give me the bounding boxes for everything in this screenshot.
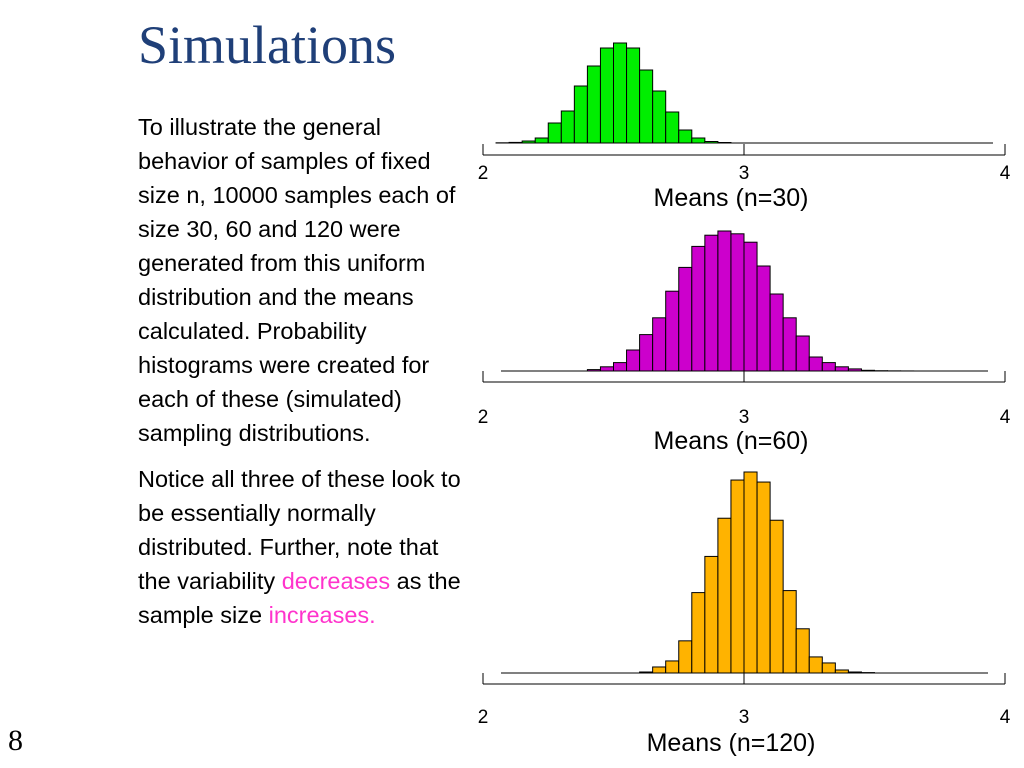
chart-2-x-label: Means (n=120) [647,729,816,757]
chart-1-bar [860,369,876,372]
chart-2-bar [678,640,693,674]
chart-0-bar [534,137,549,144]
chart-1-bar [756,265,771,372]
chart-1-bar [717,230,732,372]
chart-1-bar [743,241,758,372]
chart-0-bar [717,142,732,144]
paragraph-conclusion: Notice all three of these look to be ess… [138,462,468,632]
chart-0-bar [547,122,562,144]
chart-2-bar [743,471,758,674]
chart-1-tick-label: 4 [1000,407,1011,428]
chart-2-bar [717,517,732,674]
paragraph-intro: To illustrate the general behavior of sa… [138,114,456,446]
chart-2-bar [821,662,836,674]
chart-1-bar [626,349,641,372]
chart-0-tick-label: 4 [1000,163,1011,184]
chart-1-bar [639,334,654,372]
chart-2-bar [730,479,745,674]
chart-2-bar [834,669,849,674]
chart-2-bar [795,628,810,674]
chart-1-bar [847,368,862,372]
chart-2-bar [808,656,823,674]
chart-1-bar [821,362,836,372]
conclusion-text-2: as the sample size [138,568,461,628]
slide-title: Simulations [138,15,397,75]
chart-1-bar [834,366,849,372]
chart-2-bar [769,519,784,674]
chart-0-bar [678,129,693,144]
chart-1-bar [782,317,797,372]
chart-2-tick-label: 4 [1000,707,1011,728]
chart-1-bar [599,366,615,372]
chart-0-bar [573,85,588,144]
chart-0-bar [691,137,706,144]
chart-1-bar [704,234,719,372]
chart-2-tick-label: 2 [478,707,489,728]
chart-2-bar [652,666,667,674]
chart-1-bar [613,362,628,372]
chart-0-bar [508,141,523,144]
chart-0-tick-label: 2 [478,163,489,184]
chart-2-tick-label: 3 [739,707,750,728]
chart-0-tick-label: 3 [739,163,750,184]
chart-1-tick-label: 2 [478,407,489,428]
chart-2-bar [756,481,771,674]
conclusion-text-1: Notice all three of these look to be ess… [138,466,461,594]
chart-0-bar [599,47,615,144]
chart-1-x-label: Means (n=60) [654,427,809,455]
chart-1-bar [652,317,667,372]
chart-2-bar [704,555,719,674]
chart-0-bar [626,47,641,144]
chart-2-bar [665,660,680,674]
chart-1-bar [808,356,823,372]
chart-0-x-label: Means (n=30) [654,184,809,212]
chart-1-bar [795,335,810,372]
chart-0-bar [521,140,536,144]
chart-0-bar [639,69,654,144]
chart-1-bar [678,266,693,372]
highlight-decreases: decreases [281,568,391,594]
chart-0-bar [665,111,680,144]
highlight-increases: increases. [268,602,376,628]
chart-1-bar [691,245,706,372]
chart-0-bar [560,110,575,144]
chart-2-bar [639,671,654,674]
chart-2-bar [691,592,706,674]
chart-1-tick-label: 3 [739,407,750,428]
body-text: To illustrate the general behavior of sa… [138,110,468,644]
chart-0-bar [652,90,667,144]
chart-1-bar [586,369,601,372]
page-number: 8 [8,724,23,757]
chart-0-bar [586,65,601,144]
chart-0-bar [613,42,628,144]
chart-1-bar [769,293,784,372]
chart-0-bar [704,141,719,144]
chart-2-bar [782,590,797,674]
chart-1-bar [665,290,680,372]
chart-2-bar [847,671,862,674]
chart-1-bar [730,233,745,372]
